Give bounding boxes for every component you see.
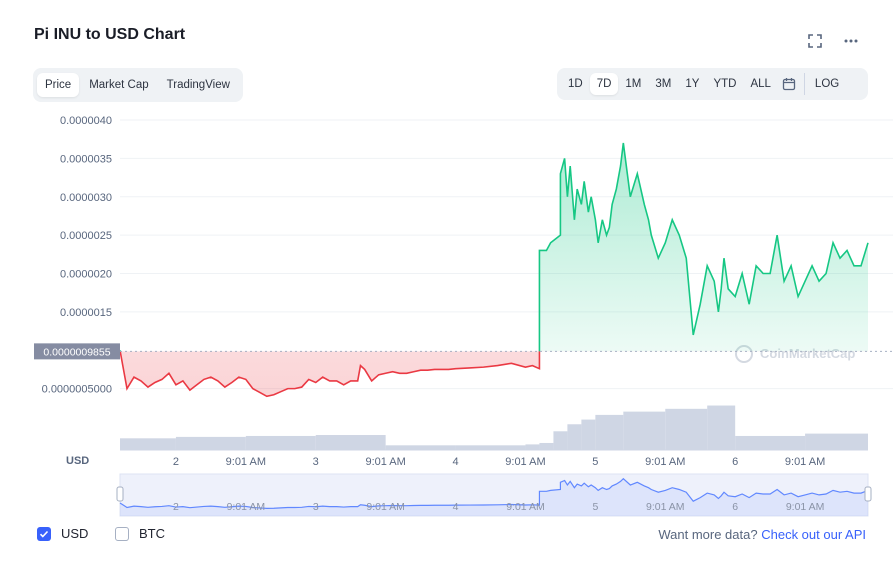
range-1m[interactable]: 1M <box>625 78 642 90</box>
navigator-tick-label: 9:01 AM <box>506 501 545 513</box>
tab-market-cap[interactable]: Market Cap <box>89 79 149 91</box>
navigator-tick-label: 9:01 AM <box>646 501 685 513</box>
navigator-tick-label: 5 <box>592 501 598 513</box>
api-link[interactable]: Check out our API <box>761 527 866 542</box>
range-all[interactable]: ALL <box>750 78 771 90</box>
y-tick-label: 0.0000030 <box>60 192 112 204</box>
x-tick-label: 9:01 AM <box>505 456 545 468</box>
x-tick-label: 4 <box>452 456 458 468</box>
volume-bar <box>581 419 596 450</box>
navigator-tick-label: 6 <box>732 501 738 513</box>
x-tick-label: 9:01 AM <box>785 456 825 468</box>
price-line-up <box>119 142 869 352</box>
range-1d[interactable]: 1D <box>568 78 583 90</box>
more-options-icon[interactable] <box>840 30 862 52</box>
y-tick-label: 0.0000005000 <box>42 384 112 396</box>
x-tick-label: 3 <box>313 456 319 468</box>
fullscreen-icon[interactable] <box>804 30 826 52</box>
x-tick-label: 9:01 AM <box>226 456 266 468</box>
y-unit-label: USD <box>66 455 89 467</box>
navigator-tick-label: 4 <box>453 501 459 513</box>
y-tick-label: 0.0000020 <box>60 269 112 281</box>
legend-usd[interactable]: USD <box>37 526 88 541</box>
volume-bar <box>595 414 624 450</box>
y-tick-label: 0.0000035 <box>60 153 112 165</box>
area-below <box>120 351 868 397</box>
x-tick-label: 9:01 AM <box>365 456 405 468</box>
range-1y[interactable]: 1Y <box>685 78 700 90</box>
volume-bar <box>735 435 806 450</box>
chart-view-tabs: Price Market Cap TradingView <box>33 68 243 102</box>
x-tick-label: 5 <box>592 456 598 468</box>
legend-btc[interactable]: BTC <box>115 526 165 541</box>
checkbox-checked-icon[interactable] <box>37 526 51 541</box>
volume-bar <box>665 408 708 450</box>
api-prefix: Want more data? <box>658 527 758 542</box>
range-tabs: 1D 7D 1M 3M 1Y YTD ALL LOG <box>557 68 868 100</box>
volume-bar <box>385 445 456 450</box>
reference-label: 0.0000009855 <box>43 346 110 358</box>
navigator-tick-label: 9:01 AM <box>786 501 825 513</box>
area-above <box>120 143 868 352</box>
volume-bar <box>315 435 386 450</box>
volume-bar <box>525 444 540 450</box>
x-tick-label: 2 <box>173 456 179 468</box>
tab-price[interactable]: Price <box>37 73 80 97</box>
navigator-line <box>119 477 869 510</box>
price-line-down <box>119 351 541 398</box>
range-3m[interactable]: 3M <box>655 78 672 90</box>
y-tick-label: 0.0000025 <box>60 230 112 242</box>
navigator-tick-label: 3 <box>313 501 319 513</box>
navigator-tick-label: 9:01 AM <box>366 501 405 513</box>
x-tick-label: 6 <box>732 456 738 468</box>
volume-bar <box>245 435 316 450</box>
y-tick-label: 0.0000040 <box>60 115 112 127</box>
volume-bar <box>567 424 582 450</box>
volume-bar <box>120 438 176 450</box>
reference-label-bg <box>34 343 120 360</box>
navigator-tick-label: 9:01 AM <box>227 501 266 513</box>
calendar-icon[interactable] <box>778 77 800 91</box>
navigator-handle-right[interactable] <box>864 486 872 502</box>
navigator-tick-label: 2 <box>173 501 179 513</box>
volume-bar <box>539 442 554 450</box>
legend-usd-label: USD <box>61 526 89 541</box>
api-promo: Want more data? Check out our API <box>658 527 866 542</box>
y-tick-label: 0.0000015 <box>60 307 112 319</box>
volume-bar <box>805 433 868 450</box>
volume-bar <box>707 405 736 450</box>
tab-tradingview[interactable]: TradingView <box>166 79 230 91</box>
range-ytd[interactable]: YTD <box>713 78 737 90</box>
volume-bar <box>175 436 246 450</box>
x-tick-label: 9:01 AM <box>645 456 685 468</box>
navigator-handle-left[interactable] <box>116 486 124 502</box>
checkbox-unchecked-icon[interactable] <box>115 526 129 541</box>
log-scale-toggle[interactable]: LOG <box>803 73 846 95</box>
chart-title: Pi INU to USD Chart <box>34 26 186 43</box>
volume-bar <box>455 445 526 450</box>
legend-btc-label: BTC <box>139 526 165 541</box>
volume-bar <box>623 411 666 450</box>
range-7d[interactable]: 7D <box>589 73 619 95</box>
volume-bar <box>553 431 568 450</box>
